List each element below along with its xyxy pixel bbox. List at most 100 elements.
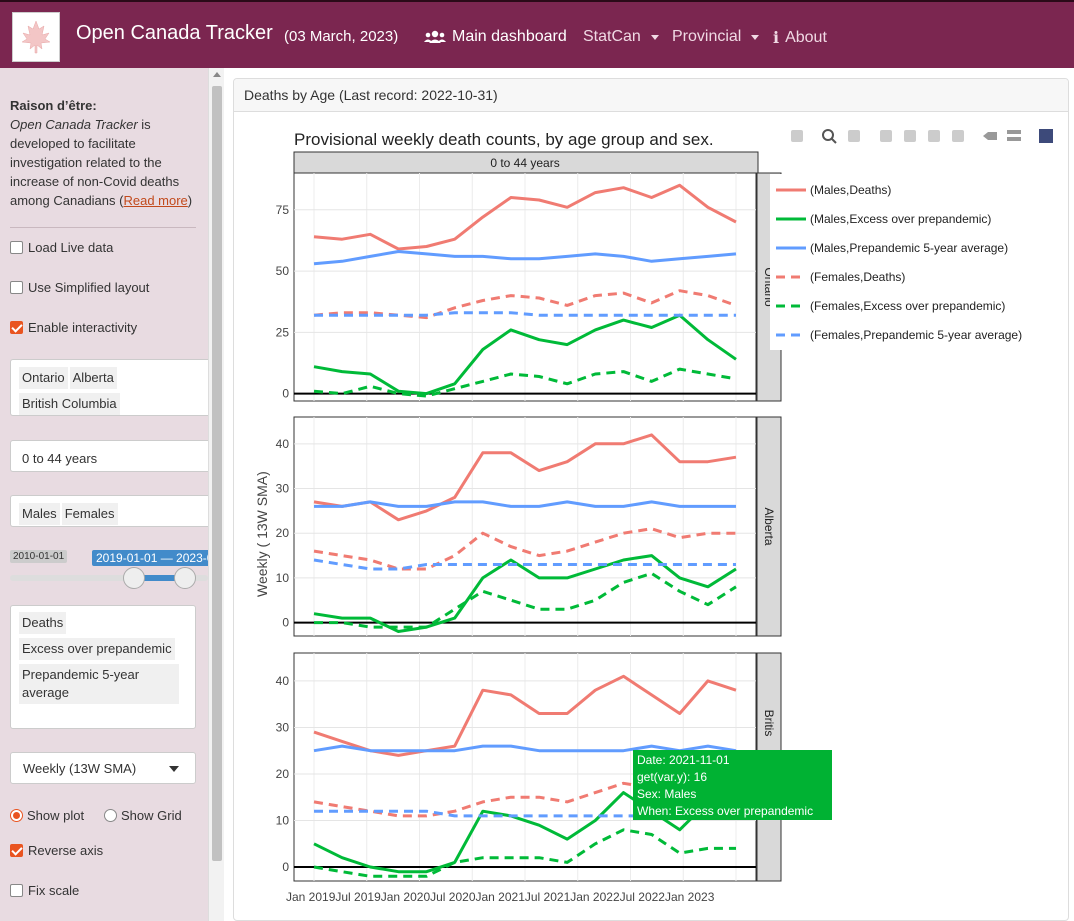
age-selector[interactable]: 0 to 44 years (10, 440, 208, 472)
brand-title[interactable]: Open Canada Tracker (76, 22, 273, 44)
facet-strip-label: 0 to 44 years (490, 156, 559, 170)
series-line[interactable] (314, 500, 736, 508)
date-slider-track[interactable] (10, 575, 208, 581)
metric-chip[interactable]: Excess over prepandemic (19, 638, 175, 660)
interactivity-checkbox[interactable]: Enable interactivity (10, 320, 137, 335)
home-icon[interactable] (952, 130, 964, 142)
legend-item[interactable]: (Males,Deaths) (810, 183, 891, 197)
nav-provincial[interactable]: Provincial (672, 28, 760, 46)
series-line[interactable] (313, 554, 737, 633)
about-italic: Open Canada Tracker (10, 117, 138, 132)
y-tick-label: 10 (276, 814, 290, 828)
checkbox-label: Load Live data (28, 240, 114, 255)
maple-leaf-logo[interactable] (12, 12, 60, 62)
series-line[interactable] (313, 289, 737, 320)
nav-provincial-label: Provincial (672, 28, 742, 45)
series-line[interactable] (313, 527, 736, 571)
y-tick-label: 25 (276, 325, 290, 339)
show-grid-radio[interactable]: Show Grid (104, 808, 182, 823)
y-tick-label: 75 (276, 203, 290, 217)
legend-item[interactable]: (Males,Excess over prepandemic) (810, 212, 991, 226)
about-end: ) (187, 193, 193, 208)
series-line[interactable] (313, 674, 737, 757)
y-tick-label: 30 (276, 720, 290, 734)
checkbox-box[interactable] (10, 884, 23, 897)
series-line[interactable] (313, 558, 736, 571)
plot-toolbar[interactable] (791, 129, 1053, 144)
series-line[interactable] (313, 791, 737, 874)
metric-chip[interactable]: Prepandemic 5-year average (19, 664, 179, 704)
chart-legend: (Males,Deaths) (Males,Excess over prepand… (770, 174, 1054, 350)
series-line[interactable] (313, 433, 737, 522)
legend-item[interactable]: (Females,Excess over prepandemic) (810, 299, 1005, 313)
zoom-icon[interactable] (822, 129, 837, 144)
about-body: is developed to facilitate investigation… (10, 117, 180, 208)
scrollbar-thumb[interactable] (212, 86, 222, 861)
plotly-logo-icon[interactable] (1039, 129, 1053, 143)
reverse-axis-checkbox[interactable]: Reverse axis (10, 843, 103, 858)
y-tick-label: 0 (282, 616, 289, 630)
read-more-link[interactable]: Read more (123, 193, 188, 208)
legend-item[interactable]: (Males,Prepandemic 5-year average) (810, 241, 1008, 255)
series-line[interactable] (313, 367, 737, 398)
nav-about-label: About (785, 28, 827, 46)
region-selector[interactable]: Ontario Alberta British Columbia (10, 359, 208, 416)
card-header: Deaths by Age (Last record: 2022-10-31) (234, 79, 1068, 112)
radio-button[interactable] (10, 809, 23, 822)
nav-main-dashboard-label: Main dashboard (452, 28, 567, 45)
metric-chip[interactable]: Deaths (19, 612, 67, 634)
fix-scale-checkbox[interactable]: Fix scale (10, 883, 79, 898)
region-chip[interactable]: Alberta (69, 367, 117, 389)
series-line[interactable] (313, 744, 737, 753)
region-chip[interactable]: Ontario (19, 367, 68, 389)
radio-button[interactable] (104, 809, 117, 822)
series-line[interactable] (314, 311, 736, 317)
hover-closest-icon[interactable] (983, 132, 997, 140)
checkbox-box[interactable] (10, 281, 23, 294)
checkbox-label: Enable interactivity (28, 320, 138, 335)
radio-label: Show plot (27, 808, 85, 823)
legend-item[interactable]: (Females,Deaths) (810, 270, 905, 284)
legend-item[interactable]: (Females,Prepandemic 5-year average) (810, 328, 1022, 342)
tooltip-line: get(var.y): 16 (637, 770, 708, 784)
series-line[interactable] (313, 313, 737, 396)
sex-selector[interactable]: Males Females (10, 495, 208, 527)
series-line[interactable] (313, 183, 737, 251)
legend-bg (770, 174, 1054, 350)
checkbox-box[interactable] (10, 321, 23, 334)
sidebar-scrollbar[interactable] (208, 68, 224, 921)
zoom-out-icon[interactable] (904, 130, 916, 142)
camera-icon[interactable] (791, 130, 803, 142)
pan-icon[interactable] (848, 130, 860, 142)
age-chip[interactable]: 0 to 44 years (19, 448, 101, 470)
autoscale-icon[interactable] (928, 130, 940, 142)
nav-statcan[interactable]: StatCan (583, 28, 659, 46)
nav-statcan-label: StatCan (583, 28, 641, 45)
nav-about[interactable]: i About (773, 28, 827, 47)
hover-compare-icon[interactable] (1007, 130, 1021, 141)
caret-down-icon (169, 766, 179, 772)
y-tick-label: 10 (276, 571, 290, 585)
sex-chip[interactable]: Females (61, 503, 118, 525)
scroll-up-icon[interactable] (213, 72, 221, 77)
slider-handle-end[interactable] (174, 567, 196, 589)
date-slider-fill[interactable] (134, 575, 186, 581)
show-plot-radio[interactable]: Show plot (10, 808, 84, 823)
sex-chip[interactable]: Males (19, 503, 60, 525)
y-tick-label: 30 (276, 482, 290, 496)
load-live-data-checkbox[interactable]: Load Live data (10, 240, 113, 255)
series-line[interactable] (314, 571, 737, 629)
frequency-select[interactable]: Weekly (13W SMA) (10, 752, 196, 784)
zoom-in-icon[interactable] (880, 130, 892, 142)
series-line[interactable] (313, 250, 737, 266)
simplified-layout-checkbox[interactable]: Use Simplified layout (10, 280, 149, 295)
series-line[interactable] (313, 828, 736, 878)
users-icon (424, 30, 446, 43)
slider-handle-start[interactable] (123, 567, 145, 589)
region-chip[interactable]: British Columbia (19, 393, 120, 415)
nav-main-dashboard[interactable]: Main dashboard (424, 28, 567, 46)
checkbox-box[interactable] (10, 844, 23, 857)
y-tick-label: 0 (282, 860, 289, 874)
checkbox-box[interactable] (10, 241, 23, 254)
metric-selector[interactable]: Deaths Excess over prepandemic Prepandem… (10, 605, 196, 729)
